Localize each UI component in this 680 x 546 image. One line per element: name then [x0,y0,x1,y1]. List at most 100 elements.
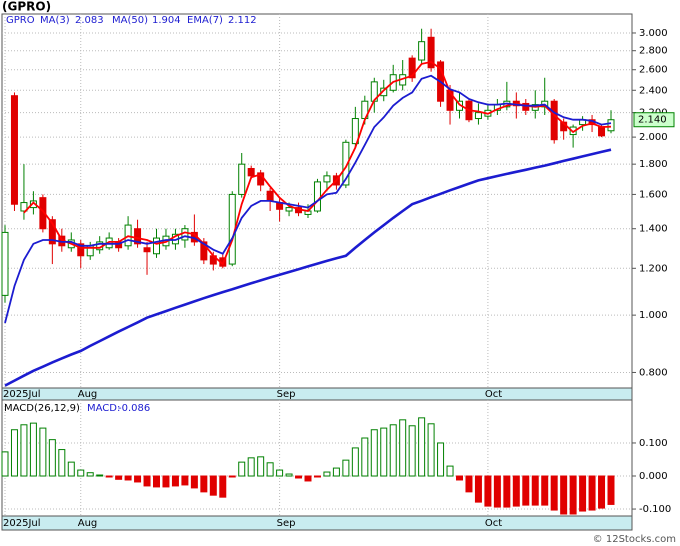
macd-bar [48,439,56,477]
macd-bar [512,475,520,507]
y-tick-label: 1.600 [639,189,668,200]
macd-bar [58,449,66,477]
legend-label: MA(50) [112,15,148,26]
candle-body [247,167,255,177]
y-tick-label: 1.800 [639,159,668,170]
x-tick-label: 2025Jul [3,389,41,400]
macd-bar [257,456,265,477]
macd-bar [569,475,577,515]
macd-bar [503,475,511,508]
macd-bar [607,475,615,505]
y-tick-label: 2.800 [639,46,668,57]
macd-value: -0.086 [118,403,150,414]
y-tick-label: 0.800 [639,367,668,378]
y-tick-label: 2.000 [639,132,668,143]
macd-bar [285,473,293,477]
macd-bar [560,475,568,515]
candle-body [181,228,189,241]
legend-label: EMA(7) [187,15,223,26]
macd-bar [1,451,9,477]
x-tick-label: Sep [277,389,296,400]
macd-bar [295,475,303,479]
macd-bar [323,471,331,477]
plot-layer: 0.8001.0001.2001.4001.6001.8002.0002.200… [1,14,671,529]
candle-body [48,219,56,245]
candle-body [351,118,359,145]
macd-title: MACD(26,12,9) [4,403,80,414]
x-tick-label: Aug [78,518,98,529]
legend-value: 1.904 [152,15,181,26]
macd-bar [228,475,236,478]
macd-bar [134,475,142,483]
macd-bar [10,429,18,477]
macd-bar [598,475,606,509]
candle-body [153,237,160,255]
candle-body [1,231,9,296]
y-tick-label: 2.400 [639,85,668,96]
macd-bar [105,475,113,478]
candle-body [342,141,350,186]
candle-body [418,41,426,61]
ma-line [4,148,612,387]
macd-bar [370,429,378,477]
legend-label: MA(3) [40,15,70,26]
candle-body [134,228,142,245]
candle-body [266,190,274,202]
macd-bar [361,437,369,477]
macd-bar [115,475,123,480]
macd-bar [162,475,170,488]
candle-body [607,119,615,132]
macd-bar [153,475,160,488]
macd-bar [493,475,501,508]
macd-bar [190,475,198,489]
candle-body [598,126,606,137]
y-tick-label: 3.000 [639,28,668,39]
y-tick-label: 2.600 [639,65,668,76]
macd-bar [171,475,179,487]
y-tick-label: 0.100 [639,438,668,449]
candle-body [238,163,246,195]
chart-title: (GPRO) [2,0,51,14]
candle-body [474,112,482,120]
macd-bar [579,475,587,512]
macd-bar [399,419,407,477]
macd-bar [67,461,75,477]
legend-symbol: GPRO [6,15,35,26]
last-price-label: 2.140 [638,115,667,126]
macd-bar [77,469,85,477]
x-tick-label: Aug [78,389,98,400]
y-tick-label: 1.200 [639,263,668,274]
macd-bar [266,462,274,477]
candle-body [200,241,208,261]
macd-bar [446,465,454,477]
macd-bar [181,475,189,486]
candle-body [285,207,293,212]
macd-bar [29,422,37,477]
macd-bar [313,475,321,478]
macd-bar [380,427,388,477]
macd-bar [86,472,94,477]
macd-bar [522,475,530,506]
legend-value: 2.083 [75,15,104,26]
macd-bar [332,467,340,477]
macd-bar [143,475,151,487]
macd-bar [541,475,549,506]
macd-bar [351,447,359,477]
y-tick-label: 0.000 [639,471,668,482]
macd-bar [342,459,350,477]
macd-bar [219,475,227,498]
macd-bar [20,424,28,477]
candle-body [313,181,321,212]
x-tick-label: Sep [277,518,296,529]
macd-bar [276,469,284,477]
y-tick-label: -0.100 [639,504,671,515]
legend-value: 2.112 [228,15,257,26]
last-price-box [633,112,675,128]
macd-bar [408,425,416,477]
macd-bar [484,475,492,507]
date-strip [1,515,633,531]
candle-body [20,202,28,212]
candle-body [143,247,151,253]
macd-bar [247,457,255,477]
y-tick-label: 1.000 [639,310,668,321]
